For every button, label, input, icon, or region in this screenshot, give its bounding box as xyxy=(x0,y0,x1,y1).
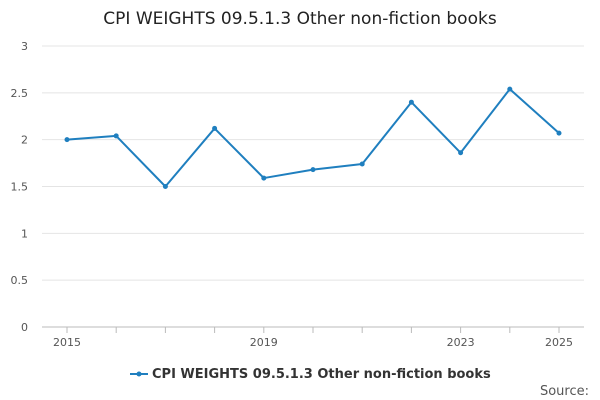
y-tick-label: 2 xyxy=(21,134,28,147)
y-tick-label: 1.5 xyxy=(11,181,29,194)
grid-lines xyxy=(42,45,584,328)
y-axis: 0 0.5 1 1.5 2 2.5 3 xyxy=(11,40,29,334)
data-point[interactable] xyxy=(359,161,365,167)
y-tick-label: 3 xyxy=(21,40,28,53)
legend-marker xyxy=(136,371,142,377)
data-point[interactable] xyxy=(310,167,316,173)
y-tick-label: 0.5 xyxy=(11,274,29,287)
legend-label: CPI WEIGHTS 09.5.1.3 Other non-fiction b… xyxy=(152,367,491,382)
data-point[interactable] xyxy=(556,130,562,136)
x-tick-label: 2023 xyxy=(447,336,475,349)
chart-title: CPI WEIGHTS 09.5.1.3 Other non-fiction b… xyxy=(103,9,497,29)
series-layer xyxy=(64,86,562,189)
data-point[interactable] xyxy=(113,133,119,139)
data-point[interactable] xyxy=(458,150,464,156)
data-point[interactable] xyxy=(64,137,70,143)
x-tick-label: 2019 xyxy=(250,336,278,349)
x-tick-label: 2025 xyxy=(545,336,573,349)
source-label: Source: xyxy=(540,384,589,399)
data-point[interactable] xyxy=(212,125,218,131)
legend[interactable]: CPI WEIGHTS 09.5.1.3 Other non-fiction b… xyxy=(130,367,491,382)
data-point[interactable] xyxy=(507,86,513,92)
y-tick-label: 0 xyxy=(21,321,28,334)
data-point[interactable] xyxy=(261,175,267,181)
data-point[interactable] xyxy=(162,184,168,189)
y-tick-label: 2.5 xyxy=(11,87,29,100)
x-tick-label: 2015 xyxy=(53,336,81,349)
y-tick-label: 1 xyxy=(21,227,28,240)
data-point[interactable] xyxy=(408,99,414,105)
x-axis: 2015 2019 2023 2025 xyxy=(53,327,573,349)
